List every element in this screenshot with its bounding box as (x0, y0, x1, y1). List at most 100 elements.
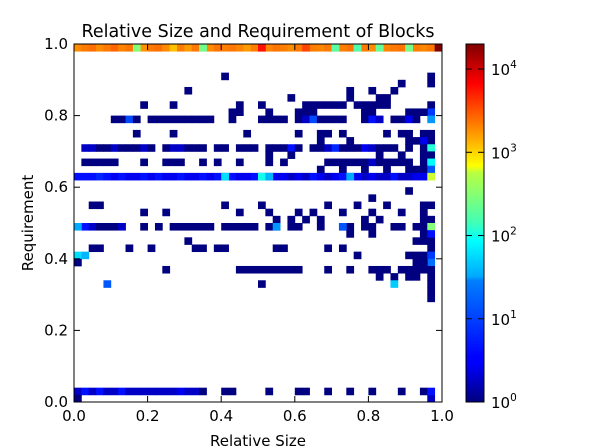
heatmap-cell (89, 202, 97, 210)
heatmap-cell (162, 159, 170, 167)
heatmap-cell (236, 44, 244, 52)
heatmap-cell (317, 116, 325, 124)
heatmap-cell (420, 44, 428, 52)
heatmap-cell (74, 173, 82, 181)
heatmap-cell (368, 388, 376, 396)
heatmap-cell (324, 202, 332, 210)
heatmap-cell (346, 137, 354, 145)
heatmap-cell (361, 159, 369, 167)
heatmap-cell (405, 137, 413, 145)
heatmap-cell (413, 266, 421, 274)
heatmap-cell (140, 44, 148, 52)
heatmap-cell (273, 223, 281, 231)
heatmap-cell (96, 202, 104, 210)
heatmap-cell (89, 44, 97, 52)
heatmap-cell (376, 116, 384, 124)
heatmap-cell (287, 151, 295, 159)
heatmap-cell (199, 116, 207, 124)
heatmap-cell (376, 144, 384, 152)
heatmap-cell (229, 388, 237, 396)
heatmap-cell (162, 209, 170, 217)
heatmap-cell (273, 44, 281, 52)
heatmap-cell (273, 116, 281, 124)
heatmap-cell (398, 209, 406, 217)
heatmap-cell (229, 173, 237, 181)
colorbar-tick-label: 101 (491, 309, 517, 329)
heatmap-cell (339, 244, 347, 252)
heatmap-cell (148, 388, 156, 396)
heatmap-cell (405, 144, 413, 152)
heatmap-cell (81, 252, 89, 260)
heatmap-cell (265, 116, 273, 124)
heatmap-cell (339, 144, 347, 152)
heatmap-cell (184, 87, 192, 95)
heatmap-cell (310, 108, 318, 116)
heatmap-cell (420, 266, 428, 274)
heatmap-cell (295, 209, 303, 217)
heatmap-cell (420, 137, 428, 145)
heatmap-cell (214, 244, 222, 252)
heatmap-cell (317, 173, 325, 181)
heatmap-cell (133, 44, 141, 52)
heatmap-cell (332, 144, 340, 152)
heatmap-cell (287, 44, 295, 52)
heatmap-cell (324, 159, 332, 167)
heatmap-cell (368, 173, 376, 181)
heatmap-cell (258, 101, 266, 109)
heatmap-cell (126, 388, 134, 396)
heatmap-cell (427, 101, 435, 109)
heatmap-cell (405, 173, 413, 181)
heatmap-cell (280, 266, 288, 274)
heatmap-cell (89, 223, 97, 231)
heatmap-cell (376, 94, 384, 102)
heatmap-cell (413, 137, 421, 145)
heatmap-cell (427, 295, 435, 303)
heatmap-cell (214, 44, 222, 52)
heatmap-cell (273, 144, 281, 152)
heatmap-cell (383, 166, 391, 174)
heatmap-cell (140, 209, 148, 217)
heatmap-cell (317, 137, 325, 145)
heatmap-cell (133, 116, 141, 124)
heatmap-cell (302, 108, 310, 116)
heatmap-cell (405, 187, 413, 195)
colorbar-tick-label: 100 (491, 392, 517, 412)
heatmap-cell (221, 73, 229, 81)
heatmap-cell (420, 173, 428, 181)
colorbar-tick-label: 102 (491, 226, 517, 246)
heatmap-cell (398, 44, 406, 52)
heatmap-cell (420, 230, 428, 238)
heatmap-cell (302, 116, 310, 124)
heatmap-cell (383, 130, 391, 138)
heatmap-cell (126, 144, 134, 152)
heatmap-cell (317, 223, 325, 231)
heatmap-cell (243, 130, 251, 138)
heatmap-cell (265, 209, 273, 217)
heatmap-cell (376, 159, 384, 167)
heatmap-cell (162, 388, 170, 396)
heatmap-cell (427, 130, 435, 138)
heatmap-cell (229, 223, 237, 231)
heatmap-cell (413, 273, 421, 281)
heatmap-cell (427, 144, 435, 152)
heatmap-cell (81, 388, 89, 396)
heatmap-cell (346, 388, 354, 396)
heatmap-cell (192, 116, 200, 124)
heatmap-cell (324, 44, 332, 52)
heatmap-cell (405, 252, 413, 260)
heatmap-cell (184, 388, 192, 396)
heatmap-cell (199, 44, 207, 52)
heatmap-cell (111, 159, 119, 167)
heatmap-cell (74, 259, 82, 267)
heatmap-cell (405, 159, 413, 167)
heatmap-cell (148, 173, 156, 181)
heatmap-cell (177, 144, 185, 152)
heatmap-cell (148, 116, 156, 124)
heatmap-cell (427, 244, 435, 252)
heatmap-cell (133, 144, 141, 152)
heatmap-cell (310, 144, 318, 152)
heatmap-cell (258, 116, 266, 124)
y-tick-label: 1.0 (44, 35, 68, 53)
heatmap-cell (170, 44, 178, 52)
heatmap-cell (280, 159, 288, 167)
